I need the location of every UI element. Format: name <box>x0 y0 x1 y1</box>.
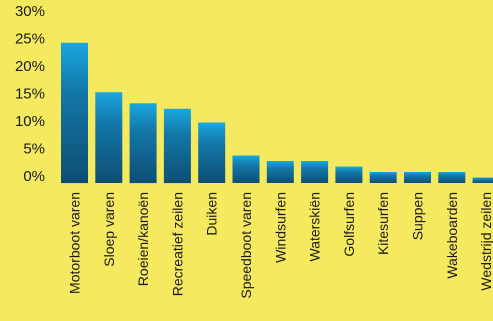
x-tick-label: Wedstrijd zeilen <box>478 192 493 291</box>
y-tick-label: 15% <box>15 86 45 103</box>
bar <box>472 177 493 183</box>
x-tick-label: Recreatief zeilen <box>169 192 185 296</box>
y-tick-label: 20% <box>15 58 45 75</box>
bar <box>335 166 363 183</box>
bar <box>61 42 88 184</box>
x-tick-label: Suppen <box>410 192 426 240</box>
x-tick-label: Sloep varen <box>101 192 117 267</box>
bar <box>129 103 157 184</box>
x-tick-label: Kitesurfen <box>375 192 391 255</box>
bar <box>404 172 431 183</box>
bar <box>438 172 466 183</box>
y-tick-label: 5% <box>23 141 45 158</box>
y-tick-label: 30% <box>15 3 45 20</box>
x-tick-label: Wakeboarden <box>444 192 460 279</box>
x-tick-label: Speedboot varen <box>238 192 254 299</box>
x-tick-label: Golfsurfen <box>341 192 357 257</box>
x-tick-label: Windsurfen <box>272 192 288 263</box>
y-tick-label: 10% <box>15 113 45 130</box>
bar <box>369 172 397 183</box>
y-tick-label: 0% <box>23 168 45 185</box>
bar <box>163 108 191 184</box>
x-tick-label: Motorboot varen <box>67 192 83 294</box>
bar <box>198 122 226 183</box>
bars <box>61 42 493 184</box>
x-tick-label: Roeien/kanoën <box>135 192 151 286</box>
x-tick-label: Duiken <box>204 192 220 236</box>
x-axis: Motorboot varen Sloep varen Roeien/kanoën R… <box>67 192 493 299</box>
y-axis: 0% 5% 10% 15% 20% 25% 30% <box>15 3 45 185</box>
x-tick-label: Waterskiën <box>307 192 323 262</box>
y-tick-label: 25% <box>15 31 45 48</box>
bar <box>95 92 123 183</box>
bar <box>266 161 294 183</box>
bar <box>301 161 329 183</box>
bar <box>232 155 260 183</box>
